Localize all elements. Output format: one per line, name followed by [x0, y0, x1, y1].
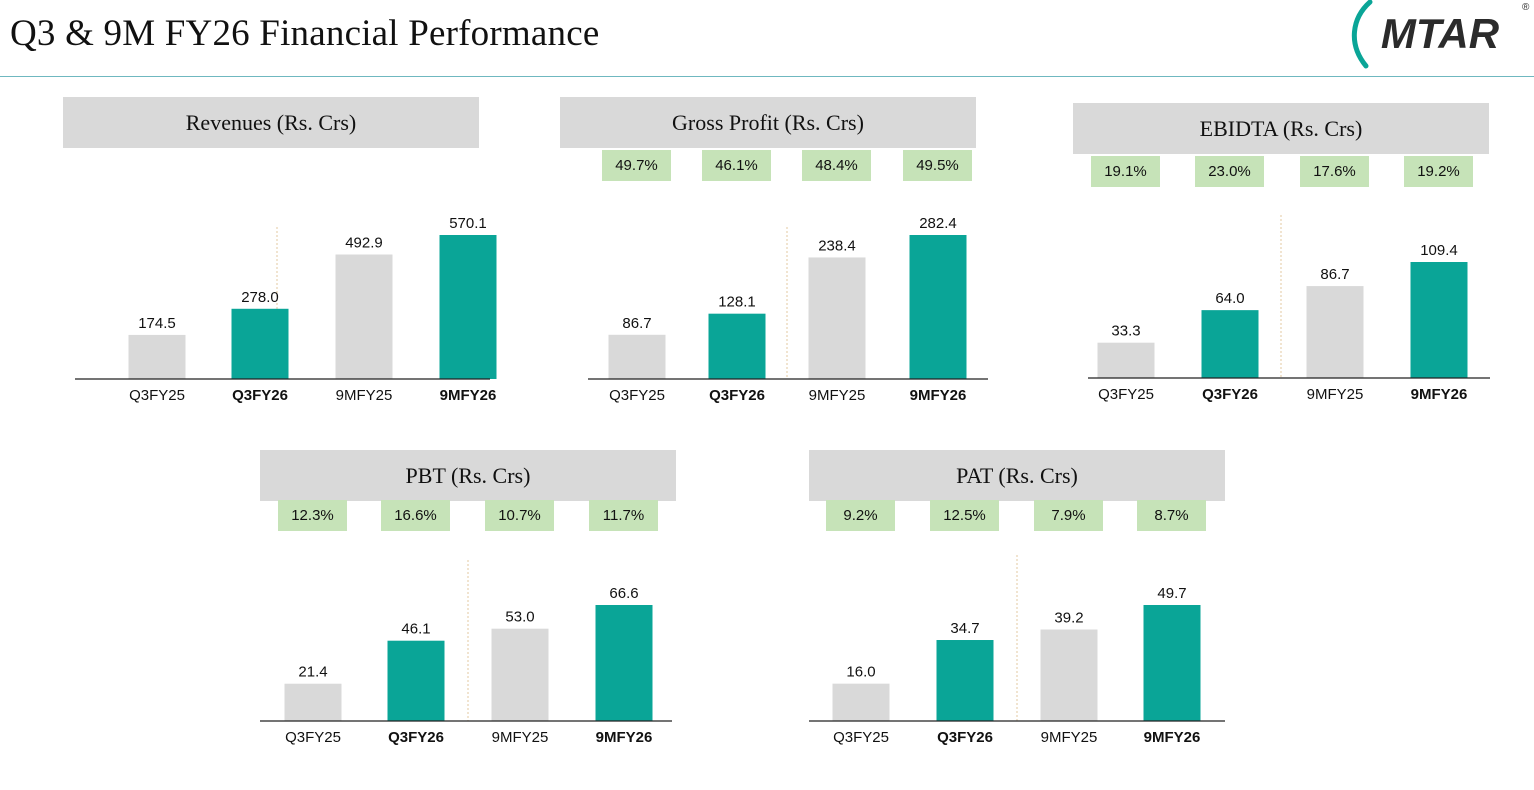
data-label: 33.3 [1111, 323, 1140, 340]
bar-9mfy25 [1040, 629, 1098, 721]
data-label: 86.7 [1320, 266, 1349, 283]
bar-chart: 86.7 Q3FY25 128.1 Q3FY26 238.4 9MFY25 282.4 9MF… [588, 215, 988, 404]
bar-q3fy25 [832, 683, 890, 721]
data-label: 238.4 [818, 237, 856, 254]
data-label: 174.5 [138, 315, 176, 332]
chart-title: Revenues (Rs. Crs) [63, 97, 479, 148]
category-label: 9MFY26 [910, 387, 967, 404]
margin-badge: 19.1% [1091, 156, 1160, 187]
category-label: 9MFY26 [1411, 386, 1468, 403]
logo-text: MTAR [1381, 10, 1500, 57]
bar-q3fy26 [231, 308, 289, 379]
bar-q3fy26 [708, 313, 766, 379]
bar-9mfy26 [1410, 262, 1468, 378]
margin-badge: 12.3% [278, 500, 347, 531]
margin-badge: 12.5% [930, 500, 999, 531]
category-label: Q3FY26 [388, 729, 444, 746]
page-title: Q3 & 9M FY26 Financial Performance [10, 13, 600, 54]
bar-9mfy26 [909, 235, 967, 379]
bar-chart: 174.5 Q3FY25 278.0 Q3FY26 492.9 9MFY25 570.1 9M… [75, 215, 497, 404]
bar-9mfy26 [439, 235, 497, 379]
bar-chart: 21.4 Q3FY25 46.1 Q3FY26 53.0 9MFY25 66.6 9MFY26 [260, 560, 672, 746]
logo-registered-mark: ® [1522, 2, 1530, 13]
data-label: 34.7 [950, 620, 979, 637]
margin-badge: 48.4% [802, 150, 871, 181]
margin-badge: 9.2% [826, 500, 895, 531]
data-label: 128.1 [718, 294, 756, 311]
category-label: Q3FY25 [129, 387, 185, 404]
chart-panel-2: Gross Profit (Rs. Crs) 49.7% 46.1% 48.4% 49.… [555, 97, 995, 437]
bar-9mfy25 [808, 257, 866, 379]
data-label: 16.0 [846, 664, 875, 681]
data-label: 64.0 [1215, 290, 1244, 307]
bar-9mfy25 [1306, 286, 1364, 378]
chart-panel-1: Revenues (Rs. Crs) 174.5 Q3FY25 278.0 Q3FY26… [40, 97, 497, 437]
bar-q3fy25 [284, 683, 342, 721]
data-label: 570.1 [449, 215, 487, 232]
category-label: Q3FY25 [1098, 386, 1154, 403]
category-label: Q3FY25 [609, 387, 665, 404]
data-label: 86.7 [622, 315, 651, 332]
bar-q3fy26 [936, 640, 994, 721]
margin-badge: 16.6% [381, 500, 450, 531]
bar-9mfy25 [491, 628, 549, 721]
data-label: 39.2 [1054, 610, 1083, 627]
category-label: 9MFY25 [1041, 729, 1098, 746]
chart-title: Gross Profit (Rs. Crs) [560, 97, 976, 148]
bar-q3fy25 [128, 334, 186, 379]
category-label: 9MFY25 [336, 387, 393, 404]
chart-panel-3: EBIDTA (Rs. Crs) 19.1% 23.0% 17.6% 19.2% 33.3… [1068, 103, 1508, 443]
data-label: 49.7 [1157, 585, 1186, 602]
data-label: 53.0 [505, 609, 534, 626]
category-label: 9MFY25 [809, 387, 866, 404]
margin-badge: 8.7% [1137, 500, 1206, 531]
category-label: Q3FY26 [232, 387, 288, 404]
bar-9mfy26 [595, 605, 653, 721]
data-label: 109.4 [1420, 242, 1458, 259]
chart-panel-4: PBT (Rs. Crs) 12.3% 16.6% 10.7% 11.7% 21.4 Q3F… [255, 450, 695, 790]
data-label: 46.1 [401, 621, 430, 638]
data-label: 66.6 [609, 585, 638, 602]
bar-chart: 16.0 Q3FY25 34.7 Q3FY26 39.2 9MFY25 49.7 9MFY26 [809, 555, 1225, 746]
title-divider [0, 76, 1534, 77]
margin-badge: 19.2% [1404, 156, 1473, 187]
bar-q3fy25 [1097, 342, 1155, 378]
bar-q3fy26 [1201, 310, 1259, 378]
category-label: 9MFY25 [1307, 386, 1364, 403]
chart-title: EBIDTA (Rs. Crs) [1073, 103, 1489, 154]
margin-badge: 7.9% [1034, 500, 1103, 531]
data-label: 492.9 [345, 234, 383, 251]
chart-title: PAT (Rs. Crs) [809, 450, 1225, 501]
margin-badge: 10.7% [485, 500, 554, 531]
category-label: Q3FY26 [937, 729, 993, 746]
bar-q3fy25 [608, 334, 666, 379]
category-label: Q3FY25 [285, 729, 341, 746]
category-label: Q3FY25 [833, 729, 889, 746]
bar-9mfy25 [335, 254, 393, 379]
margin-badge: 11.7% [589, 500, 658, 531]
mtar-logo: MTAR ® [1351, 0, 1530, 69]
margin-badge: 23.0% [1195, 156, 1264, 187]
bar-q3fy26 [387, 640, 445, 721]
margin-badge: 17.6% [1300, 156, 1369, 187]
data-label: 282.4 [919, 215, 957, 232]
bar-9mfy26 [1143, 605, 1201, 721]
category-label: 9MFY26 [440, 387, 497, 404]
logo-swoosh [1351, 0, 1373, 69]
chart-title: PBT (Rs. Crs) [260, 450, 676, 501]
data-label: 278.0 [241, 289, 279, 306]
category-label: 9MFY26 [596, 729, 653, 746]
margin-badge: 49.5% [903, 150, 972, 181]
category-label: Q3FY26 [1202, 386, 1258, 403]
data-label: 21.4 [298, 664, 327, 681]
chart-panel-5: PAT (Rs. Crs) 9.2% 12.5% 7.9% 8.7% 16.0 Q3FY25… [805, 450, 1245, 790]
category-label: 9MFY26 [1144, 729, 1201, 746]
bar-chart: 33.3 Q3FY25 64.0 Q3FY26 86.7 9MFY25 109.4 9MFY2… [1088, 215, 1490, 403]
margin-badge: 46.1% [702, 150, 771, 181]
category-label: 9MFY25 [492, 729, 549, 746]
margin-badge: 49.7% [602, 150, 671, 181]
category-label: Q3FY26 [709, 387, 765, 404]
